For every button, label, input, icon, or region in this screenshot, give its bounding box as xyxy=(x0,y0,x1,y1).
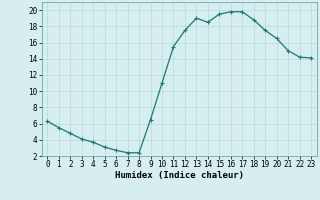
X-axis label: Humidex (Indice chaleur): Humidex (Indice chaleur) xyxy=(115,171,244,180)
